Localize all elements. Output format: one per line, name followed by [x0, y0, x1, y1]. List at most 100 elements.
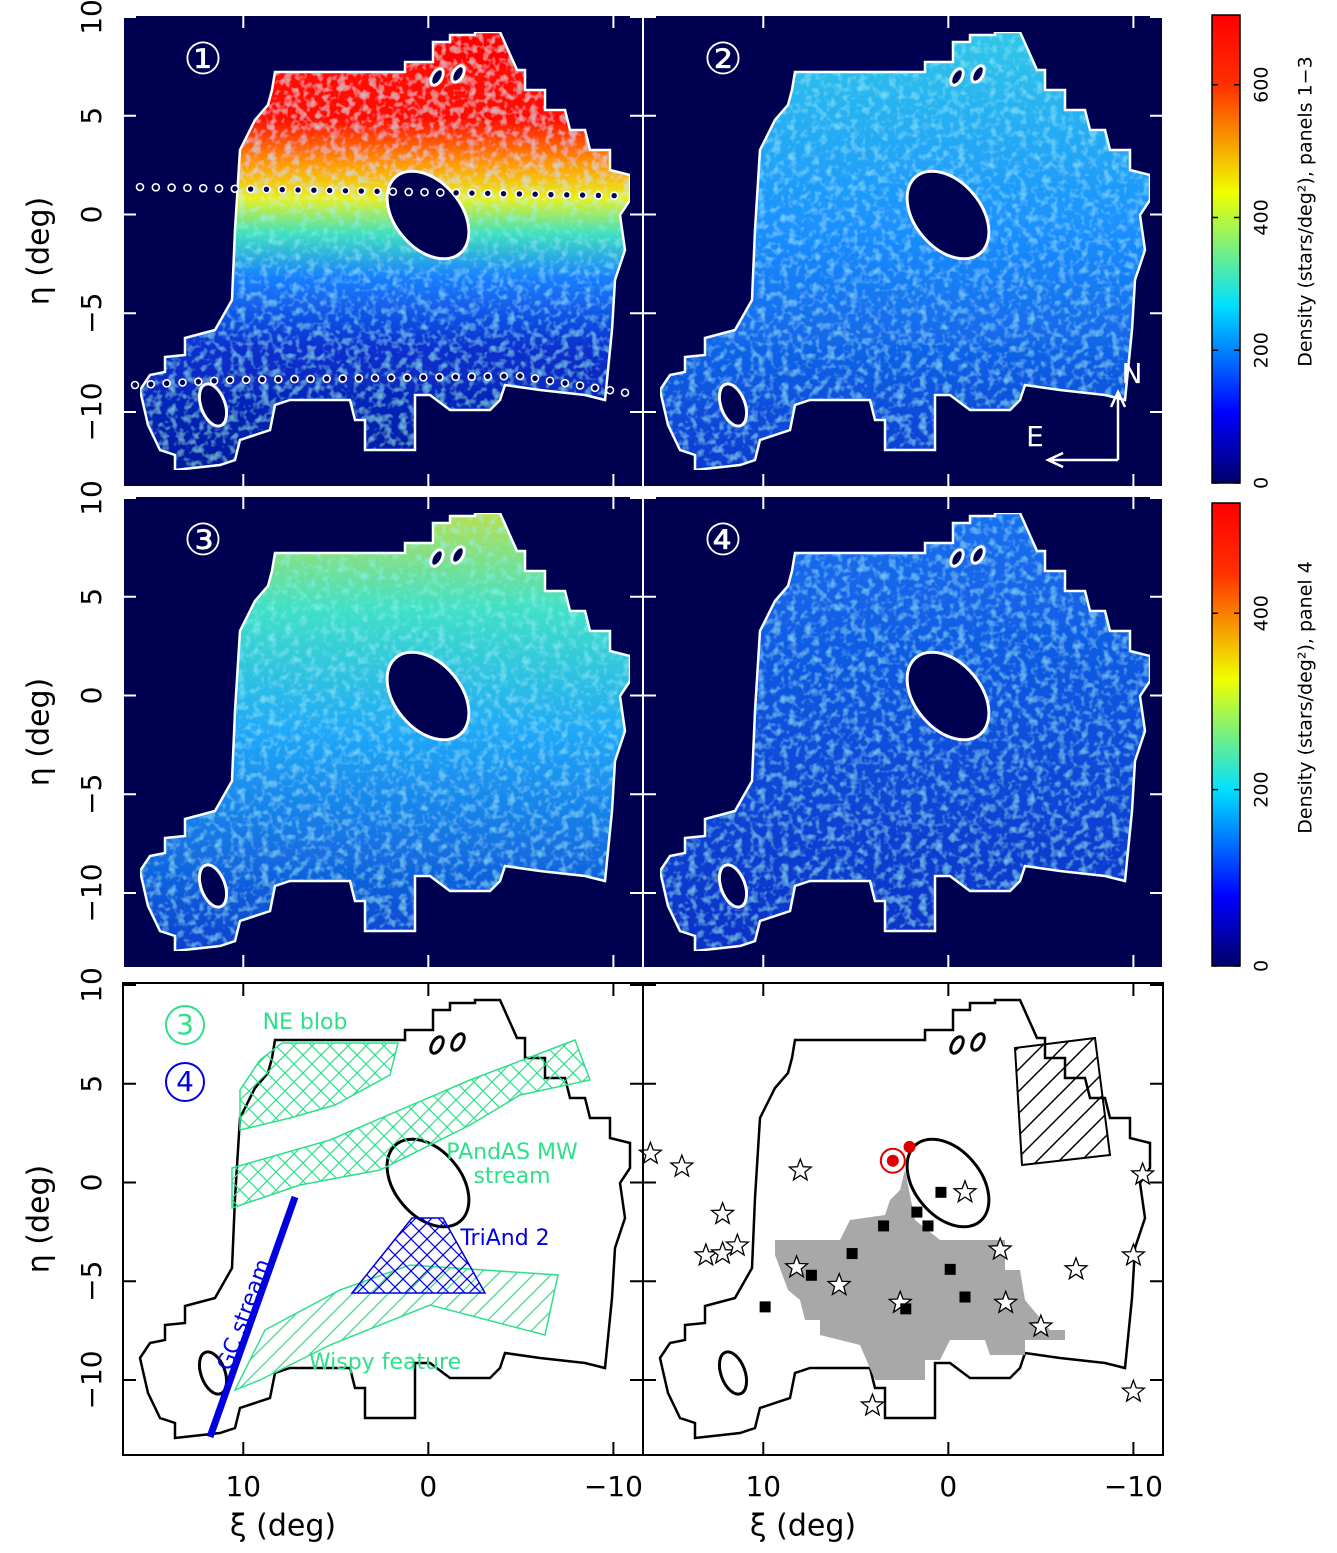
masked-region — [450, 1032, 466, 1052]
masked-region — [970, 545, 986, 565]
panel: ② N E — [642, 14, 1164, 488]
star-marker — [783, 1254, 810, 1279]
track-dot — [306, 374, 315, 384]
masked-region — [717, 863, 749, 909]
key-label: 4 — [176, 1065, 194, 1098]
track-dot — [341, 186, 350, 196]
track-dot — [209, 376, 219, 386]
track-dot — [451, 372, 460, 382]
y-tick-label: −5 — [75, 1261, 108, 1302]
masked-region — [905, 169, 991, 261]
x-tick-label: 10 — [225, 1470, 261, 1503]
key-label: 3 — [176, 1008, 194, 1041]
track-dot — [386, 373, 396, 383]
track-dot — [609, 191, 619, 201]
track-dot — [309, 185, 319, 195]
y-tick-label: 0 — [75, 206, 108, 224]
y-tick-label: −5 — [75, 293, 108, 334]
square-marker — [944, 1263, 956, 1275]
y-axis-label: η (deg) — [22, 678, 57, 787]
masked-region — [905, 1137, 991, 1229]
colorbar-tick-label: 0 — [1251, 477, 1273, 489]
compass-arrows — [1045, 389, 1127, 469]
track-dot — [499, 189, 508, 198]
colorbar — [1211, 502, 1241, 967]
square-marker — [846, 1248, 858, 1260]
track-dot — [546, 190, 556, 199]
masked-region — [429, 67, 445, 87]
masked-region — [949, 1035, 965, 1055]
track-dot — [146, 379, 156, 389]
masked-region — [949, 67, 965, 87]
mw-stream-region — [231, 1039, 592, 1210]
compass-east: E — [1026, 420, 1044, 453]
track-dot — [277, 185, 287, 194]
y-axis-label: η (deg) — [22, 1165, 57, 1274]
colorbar-tick-label: 400 — [1251, 595, 1273, 631]
wispy-region — [233, 1264, 559, 1392]
track-dot — [483, 189, 493, 198]
colorbar-label: Density (stars/deg²), panel 4 — [1295, 561, 1317, 834]
star-marker — [887, 1289, 913, 1314]
masked-region — [197, 863, 229, 909]
star-marker — [669, 1153, 695, 1178]
track-dot — [530, 189, 540, 199]
panel-label: ④ — [703, 515, 742, 566]
x-tick-label: 0 — [939, 1470, 957, 1503]
y-tick-label: 5 — [75, 1075, 108, 1093]
panel: ① — [122, 14, 644, 488]
track-dot — [178, 378, 187, 387]
track-dot — [402, 373, 412, 382]
star-marker — [987, 1236, 1013, 1261]
track-dot — [562, 190, 572, 200]
track-dot — [230, 184, 240, 194]
track-dot — [354, 373, 364, 383]
track-dot — [515, 189, 524, 199]
panel-frame — [642, 495, 1164, 969]
track-dot — [262, 185, 271, 194]
x-tick-label: 10 — [745, 1470, 781, 1503]
square-marker — [935, 1186, 947, 1198]
y-tick-label: 10 — [75, 480, 108, 516]
track-dot — [590, 383, 600, 393]
x-axis-label: ξ (deg) — [750, 1509, 856, 1544]
track-dot — [356, 186, 366, 196]
track-dot — [257, 375, 267, 384]
track-dot — [293, 185, 303, 195]
y-tick-label: −5 — [75, 774, 108, 815]
track-dot — [560, 378, 570, 388]
track-dot — [435, 372, 444, 382]
star-marker — [1120, 1242, 1147, 1267]
square-marker — [900, 1303, 912, 1315]
x-axis-label: ξ (deg) — [230, 1509, 336, 1544]
y-axis-label: η (deg) — [22, 197, 57, 306]
masked-region — [197, 382, 229, 428]
track-dot — [372, 187, 382, 196]
track-dot — [162, 379, 171, 388]
track-dot — [151, 182, 161, 192]
star-marker — [1028, 1313, 1054, 1338]
colorbar-tick-label: 0 — [1251, 960, 1273, 972]
track-dot — [515, 371, 525, 381]
y-tick-label: −10 — [75, 863, 108, 922]
annotation: NE blob — [263, 1010, 348, 1035]
track-dot — [420, 187, 429, 197]
square-marker — [878, 1220, 890, 1232]
panel-frame — [642, 982, 1164, 1456]
masked-region — [450, 64, 466, 84]
circled-dot-marker — [879, 1147, 906, 1174]
masked-region — [970, 1032, 986, 1052]
track-dot — [575, 381, 585, 390]
masked-region — [949, 548, 965, 568]
track-dot — [620, 388, 630, 397]
track-dot — [467, 188, 477, 198]
track-dot — [194, 377, 203, 386]
track-dot — [183, 183, 192, 193]
colorbar-tick-label: 200 — [1251, 771, 1273, 807]
ne-blob-region — [239, 1042, 399, 1131]
track-dot — [483, 372, 493, 381]
track-dot — [436, 188, 445, 197]
masked-region — [429, 548, 445, 568]
